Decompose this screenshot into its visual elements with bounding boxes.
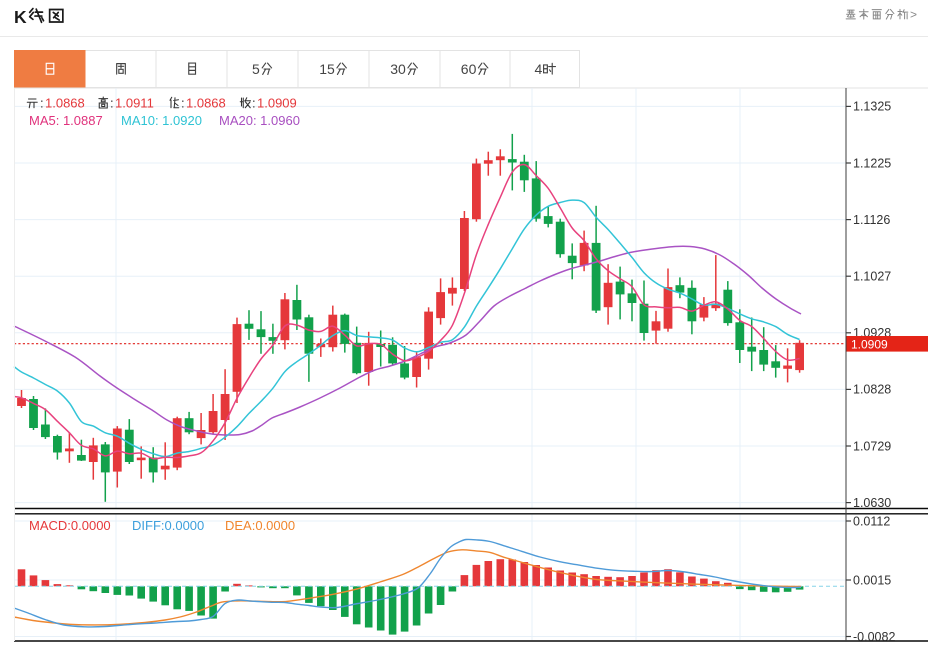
svg-text:1.1325: 1.1325 xyxy=(853,100,891,114)
svg-text::: : xyxy=(252,96,256,111)
svg-text::: : xyxy=(110,96,114,111)
svg-text:DEA:0.0000: DEA:0.0000 xyxy=(225,518,295,533)
svg-text:MACD:0.0000: MACD:0.0000 xyxy=(29,518,111,533)
svg-text:60: 60 xyxy=(461,61,477,77)
svg-text:5: 5 xyxy=(252,61,260,77)
svg-text:4: 4 xyxy=(535,61,543,77)
svg-text:MA5: 1.0887: MA5: 1.0887 xyxy=(29,113,103,128)
svg-text::: : xyxy=(40,96,44,111)
svg-text:-0.0082: -0.0082 xyxy=(853,630,895,644)
svg-text:0.0112: 0.0112 xyxy=(853,514,890,528)
svg-text:1.0729: 1.0729 xyxy=(853,439,891,453)
svg-text:0.0015: 0.0015 xyxy=(853,573,891,587)
svg-text::: : xyxy=(181,96,185,111)
svg-text:1.1225: 1.1225 xyxy=(853,156,891,170)
svg-text:1.1126: 1.1126 xyxy=(853,213,890,227)
svg-text:MA10: 1.0920: MA10: 1.0920 xyxy=(121,113,202,128)
svg-text:K: K xyxy=(14,7,27,27)
svg-text:MA20: 1.0960: MA20: 1.0960 xyxy=(219,113,300,128)
svg-text:>: > xyxy=(910,8,917,22)
svg-text:1.0909: 1.0909 xyxy=(851,337,888,351)
svg-text:1.0828: 1.0828 xyxy=(853,383,891,397)
svg-text:1.0630: 1.0630 xyxy=(853,496,891,510)
svg-text:15: 15 xyxy=(319,61,335,77)
svg-text:30: 30 xyxy=(390,61,406,77)
svg-text:1.1027: 1.1027 xyxy=(853,270,891,284)
svg-text:1.0909: 1.0909 xyxy=(257,96,297,111)
svg-text:DIFF:0.0000: DIFF:0.0000 xyxy=(132,518,204,533)
svg-text:1.0911: 1.0911 xyxy=(115,96,154,111)
svg-text:1.0868: 1.0868 xyxy=(45,96,85,111)
svg-text:1.0868: 1.0868 xyxy=(186,96,226,111)
